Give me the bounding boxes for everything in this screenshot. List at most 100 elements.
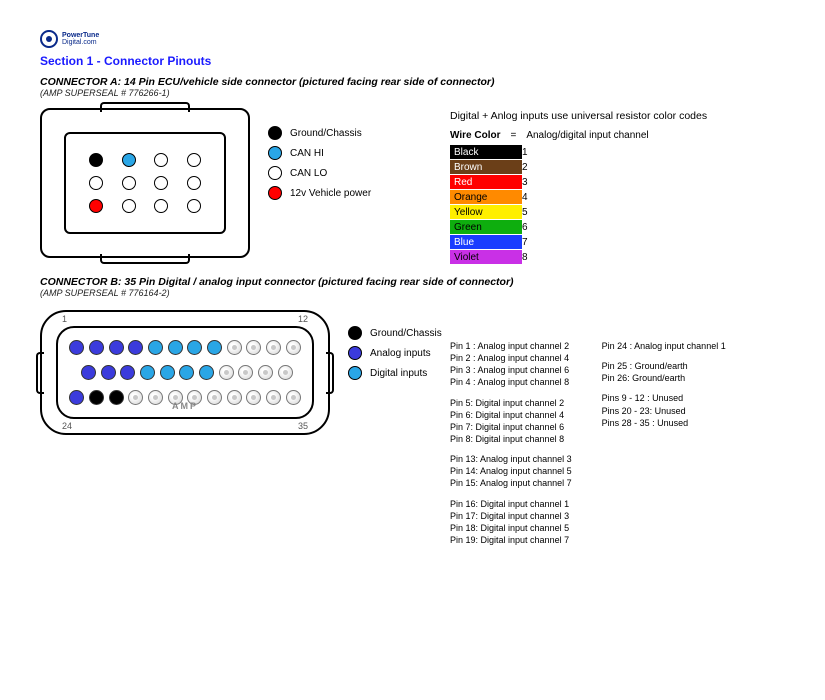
color-swatch: Orange xyxy=(450,190,522,205)
amp-label: AMP xyxy=(172,401,198,411)
conn-b-pin xyxy=(148,390,163,405)
conn-b-pin xyxy=(278,365,293,380)
legend-swatch xyxy=(348,346,362,360)
legend-label: 12v Vehicle power xyxy=(290,188,371,199)
legend-label: Ground/Chassis xyxy=(290,128,362,139)
pin-group: Pin 5: Digital input channel 2Pin 6: Dig… xyxy=(450,397,572,446)
conn-b-pin xyxy=(140,365,155,380)
pin-label-1: 1 xyxy=(62,314,67,324)
pin-label-24: 24 xyxy=(62,421,72,431)
pin-group: Pin 13: Analog input channel 3Pin 14: An… xyxy=(450,453,572,489)
conn-b-pin xyxy=(101,365,116,380)
conn-a-pin xyxy=(187,153,201,167)
pin-line: Pin 16: Digital input channel 1 xyxy=(450,498,572,510)
legend-label: CAN LO xyxy=(290,168,327,179)
pin-group: Pin 1 : Analog input channel 2Pin 2 : An… xyxy=(450,340,572,389)
pin-label-12: 12 xyxy=(298,314,308,324)
legend-row: Digital inputs xyxy=(348,366,442,380)
pin-group: Pin 24 : Analog input channel 1 xyxy=(602,340,726,352)
pin-group: Pin 25 : Ground/earthPin 26: Ground/eart… xyxy=(602,360,726,384)
head-channel: Analog/digital input channel xyxy=(526,130,648,141)
pin-line: Pin 7: Digital input channel 6 xyxy=(450,421,572,433)
connector-a-heading: CONNECTOR A: 14 Pin ECU/vehicle side con… xyxy=(40,76,785,88)
conn-b-pin xyxy=(286,390,301,405)
legend-row: Analog inputs xyxy=(348,346,442,360)
legend-swatch xyxy=(348,326,362,340)
pin-label-35: 35 xyxy=(298,421,308,431)
connector-a-legend: Ground/Chassis CAN HI CAN LO 12v Vehicle po… xyxy=(268,120,371,206)
color-row: Brown2 xyxy=(450,160,528,175)
pin-line: Pin 1 : Analog input channel 2 xyxy=(450,340,572,352)
pin-line: Pins 28 - 35 : Unused xyxy=(602,417,726,429)
color-table: Black1Brown2Red3Orange4Yellow5Green6Blue… xyxy=(450,145,528,265)
legend-row: Ground/Chassis xyxy=(348,326,442,340)
conn-a-pin xyxy=(122,153,136,167)
color-row: Red3 xyxy=(450,175,528,190)
connector-b-heading: CONNECTOR B: 35 Pin Digital / analog inp… xyxy=(40,276,785,288)
color-channel: 4 xyxy=(522,190,528,205)
conn-b-pin xyxy=(207,340,222,355)
pin-line: Pin 13: Analog input channel 3 xyxy=(450,453,572,465)
legend-swatch xyxy=(348,366,362,380)
conn-b-pin xyxy=(227,390,242,405)
connector-a-diagram xyxy=(40,108,250,258)
pin-group: Pins 9 - 12 : UnusedPins 20 - 23: Unused… xyxy=(602,392,726,428)
pin-line: Pin 26: Ground/earth xyxy=(602,372,726,384)
pin-line: Pin 2 : Analog input channel 4 xyxy=(450,352,572,364)
conn-a-pin xyxy=(154,176,168,190)
legend-swatch xyxy=(268,166,282,180)
pin-line: Pin 3 : Analog input channel 6 xyxy=(450,364,572,376)
pin-line: Pin 19: Digital input channel 7 xyxy=(450,534,572,546)
logo: PowerTune Digital.com xyxy=(40,30,785,48)
color-swatch: Brown xyxy=(450,160,522,175)
color-row: Green6 xyxy=(450,220,528,235)
pin-line: Pin 18: Digital input channel 5 xyxy=(450,522,572,534)
legend-swatch xyxy=(268,146,282,160)
conn-b-pin xyxy=(109,390,124,405)
color-row: Violet8 xyxy=(450,250,528,265)
conn-b-pin xyxy=(128,390,143,405)
pin-line: Pin 14: Analog input channel 5 xyxy=(450,465,572,477)
pin-line: Pin 5: Digital input channel 2 xyxy=(450,397,572,409)
pin-line: Pin 15: Analog input channel 7 xyxy=(450,477,572,489)
conn-b-pin xyxy=(227,340,242,355)
color-channel: 1 xyxy=(522,145,528,160)
color-channel: 7 xyxy=(522,235,528,250)
conn-b-pin xyxy=(179,365,194,380)
color-row: Yellow5 xyxy=(450,205,528,220)
conn-b-pin xyxy=(69,340,84,355)
conn-a-pin xyxy=(89,176,103,190)
legend-label: Analog inputs xyxy=(370,348,431,359)
conn-b-pin xyxy=(246,390,261,405)
conn-b-pin xyxy=(81,365,96,380)
legend-label: Digital inputs xyxy=(370,368,427,379)
logo-text-bottom: Digital.com xyxy=(62,39,99,46)
pin-line: Pin 24 : Analog input channel 1 xyxy=(602,340,726,352)
legend-row: 12v Vehicle power xyxy=(268,186,371,200)
conn-b-pin xyxy=(187,340,202,355)
connector-b-diagram: 1 12 24 35 AMP xyxy=(40,310,330,435)
color-row: Black1 xyxy=(450,145,528,160)
pin-line: Pin 8: Digital input channel 8 xyxy=(450,433,572,445)
logo-text-top: PowerTune xyxy=(62,32,99,39)
conn-b-pin xyxy=(120,365,135,380)
legend-label: CAN HI xyxy=(290,148,324,159)
color-swatch: Yellow xyxy=(450,205,522,220)
conn-b-pin xyxy=(199,365,214,380)
conn-b-pin xyxy=(69,390,84,405)
color-channel: 6 xyxy=(522,220,528,235)
conn-b-pin xyxy=(219,365,234,380)
pin-line: Pin 17: Digital input channel 3 xyxy=(450,510,572,522)
pin-line: Pin 6: Digital input channel 4 xyxy=(450,409,572,421)
conn-a-pin xyxy=(89,153,103,167)
conn-b-pin xyxy=(109,340,124,355)
resistor-title: Digital + Anlog inputs use universal res… xyxy=(450,110,790,122)
conn-b-pin xyxy=(128,340,143,355)
color-channel: 5 xyxy=(522,205,528,220)
color-channel: 8 xyxy=(522,250,528,265)
pin-line: Pin 4 : Analog input channel 8 xyxy=(450,376,572,388)
pin-group: Pin 16: Digital input channel 1Pin 17: D… xyxy=(450,498,572,547)
conn-a-pin xyxy=(187,199,201,213)
conn-b-pin xyxy=(168,340,183,355)
conn-b-pin xyxy=(258,365,273,380)
